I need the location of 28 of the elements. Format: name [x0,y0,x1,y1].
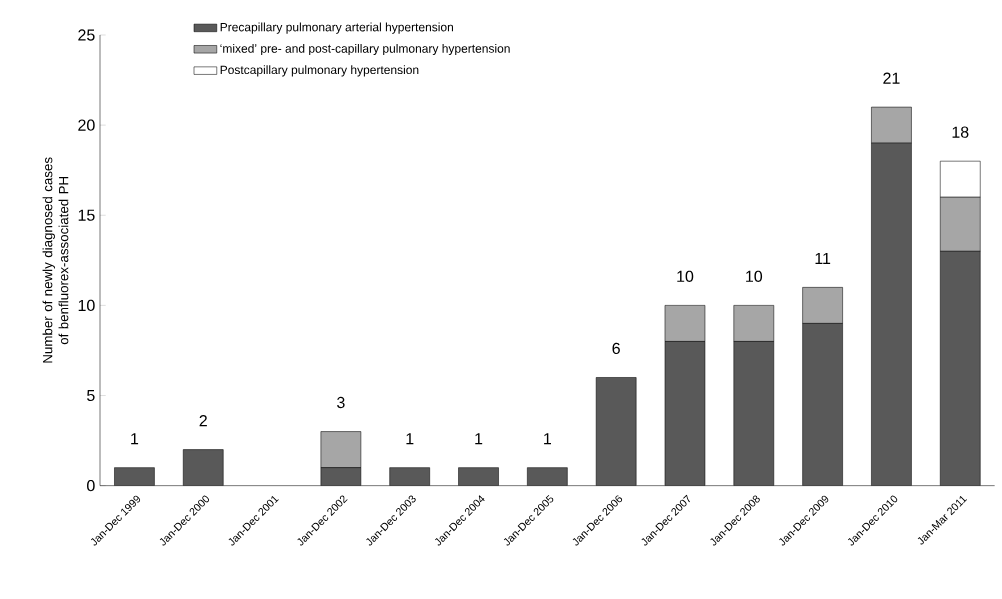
total-label: 1 [131,433,139,445]
bar [458,467,499,486]
total-label: 2 [199,415,207,427]
bar [527,467,568,486]
legend-label: ‘mixed’ pre- and post-capillary pulmonary hypertension [220,43,510,56]
total-label: 10 [677,270,694,282]
bar [389,467,430,486]
total-label: 11 [815,252,831,264]
total-label: 6 [612,342,620,355]
y-tick-label: 10 [78,299,95,312]
total-label: 10 [746,270,763,282]
legend-label: Postcapillary pulmonary hypertension [220,65,419,77]
total-label: 21 [883,72,900,84]
y-tick-label: 20 [78,119,95,131]
y-tick-label: 25 [78,29,95,41]
y-axis-title: Number of newly diagnosed cases of benfluorex-associated PH [42,157,69,363]
total-label: 1 [406,433,414,445]
legend-label: Precapillary pulmonary arterial hypertension [220,22,453,34]
total-label: 18 [952,126,969,138]
y-tick-label: 5 [87,389,95,402]
y-tick-label: 15 [78,209,95,221]
bar [595,377,637,486]
total-label: 3 [337,396,345,409]
y-tick-label: 0 [87,479,95,492]
bar [114,467,155,486]
bar [182,449,224,486]
total-label: 1 [544,433,551,445]
total-label: 1 [475,433,483,445]
